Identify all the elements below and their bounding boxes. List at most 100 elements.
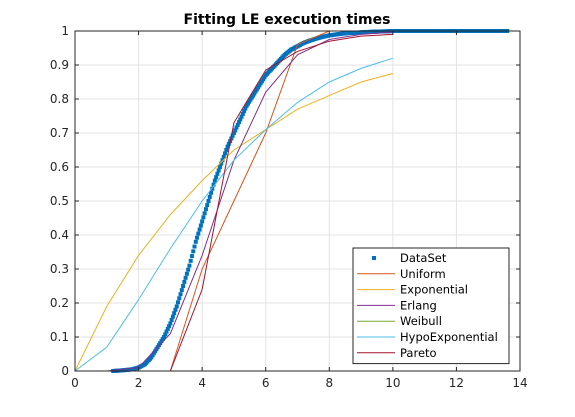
data-point [187,263,192,268]
series-line-hypoexponential [74,57,394,372]
data-point [151,351,156,356]
data-point [149,355,154,360]
data-point [191,249,196,254]
data-point [248,97,253,102]
y-tick-label: 0.6 [50,160,69,174]
x-tick-label: 6 [262,376,270,390]
data-point [162,335,166,339]
data-point [259,79,264,84]
y-tick-label: 0.4 [50,228,69,242]
data-point [247,99,252,104]
data-point [216,168,221,173]
legend-label: Pareto [400,346,437,360]
data-point [184,271,189,276]
axes-ticks: 0 2 4 6 8 10 12 14 0 0.1 0.2 0.3 0.4 0.5 0.6 0.7 0.8 0.9 1 [50,24,528,390]
data-point [200,219,205,224]
data-point [219,161,224,166]
chart-title: Fitting LE execution times [184,12,391,28]
data-point [212,178,217,183]
data-point [193,239,198,244]
data-point [225,144,230,149]
data-point [182,279,187,284]
data-point [239,114,244,119]
data-point [198,223,203,228]
data-point [164,329,169,334]
data-point [257,83,262,88]
x-tick-label: 14 [512,376,527,390]
data-point [238,117,243,122]
data-point [243,106,248,111]
data-point [245,101,250,106]
data-point [201,215,206,220]
data-point [160,337,165,342]
legend-label: Erlang [400,298,437,312]
data-point [196,231,201,236]
data-point [189,254,194,259]
data-point [252,91,257,96]
data-point [249,95,254,100]
data-point [183,275,188,280]
data-point [179,288,184,293]
data-point [168,321,173,326]
x-tick-label: 8 [325,376,333,390]
data-point [209,190,214,195]
legend-label: Weibull [400,314,442,328]
data-point [163,332,168,337]
data-point [158,341,163,346]
data-point [174,304,179,309]
x-tick-label: 0 [71,376,79,390]
data-point [169,318,174,322]
legend-label: DataSet [400,251,447,265]
data-point [202,211,207,216]
legend-marker [372,256,376,260]
data-point [242,109,247,114]
data-point [217,165,222,169]
y-tick-label: 0.1 [50,330,69,344]
x-tick-label: 10 [385,376,400,390]
data-point [231,131,236,135]
y-tick-label: 0.9 [50,58,69,72]
data-point [203,207,208,212]
data-point [256,85,261,90]
data-point [210,186,215,191]
y-tick-label: 0.7 [50,126,69,140]
data-point [261,77,266,82]
data-point [254,87,259,92]
data-point [173,307,178,312]
legend-label: HypoExponential [400,330,498,344]
data-point [188,258,193,263]
data-point [220,158,225,163]
data-point [177,296,182,301]
data-point [186,267,191,272]
data-point [233,128,238,133]
y-tick-label: 0.8 [50,92,69,106]
x-tick-label: 12 [449,376,464,390]
data-point [253,89,258,94]
data-point [205,203,210,208]
data-point [211,182,216,187]
data-point [262,75,267,80]
y-tick-label: 0.5 [50,194,69,208]
data-point [221,154,226,159]
data-point [240,111,245,116]
data-point [251,93,255,98]
data-point [153,349,158,354]
data-point [181,284,186,288]
data-point [150,353,155,358]
data-point [223,151,228,156]
data-point [215,171,220,176]
data-point [197,227,202,232]
data-point [244,103,249,108]
data-point [165,326,170,331]
data-point [224,148,229,152]
data-point [175,300,180,305]
y-tick-label: 0.2 [50,296,69,310]
data-point [234,125,239,130]
data-point [258,81,263,86]
data-point [226,141,231,146]
x-tick-label: 4 [198,376,206,390]
data-point [237,120,242,125]
data-point [178,292,183,297]
data-point [207,194,212,199]
